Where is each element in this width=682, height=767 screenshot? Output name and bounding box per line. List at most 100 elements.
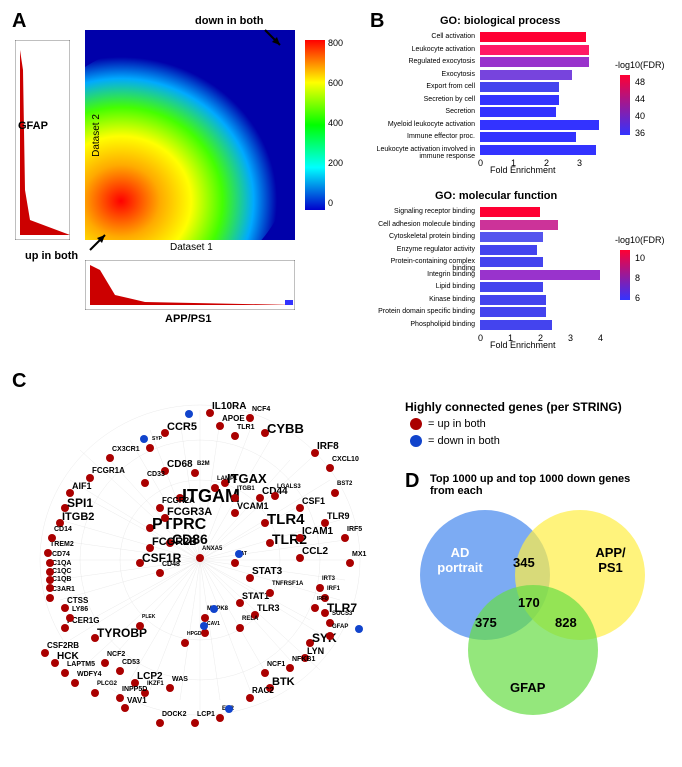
gene-label: NCF4	[252, 406, 270, 413]
mf-xtick: 4	[598, 333, 603, 343]
network-node-up	[44, 549, 52, 557]
gene-label: SPI1	[67, 496, 93, 510]
gene-label: GFAP	[332, 624, 348, 630]
network-node-up	[66, 614, 74, 622]
colorbar-tick: 400	[328, 118, 343, 128]
gene-label: CXCL10	[332, 456, 359, 463]
gene-label: RELA	[242, 616, 258, 622]
gene-label: CAV1	[207, 621, 220, 627]
bp-bar-label: Cell activation	[370, 33, 475, 40]
gene-label: DOCK2	[162, 711, 187, 718]
panel-d-label: D	[405, 470, 419, 493]
network-node-up	[271, 492, 279, 500]
bp-bar	[480, 145, 596, 155]
gene-label: IRF8	[317, 596, 328, 602]
network-node-up	[116, 667, 124, 675]
network-node-down	[355, 625, 363, 633]
mf-bar-label: Lipid binding	[370, 283, 475, 290]
mf-xtick: 3	[568, 333, 573, 343]
gene-label: CSF2RB	[47, 641, 79, 650]
down-legend: = down in both	[428, 435, 500, 447]
gene-label: VAV1	[127, 696, 147, 705]
gene-label: C1QA	[52, 560, 71, 567]
mf-bar	[480, 220, 558, 230]
bp-xlabel: Fold Enrichment	[490, 165, 556, 175]
mf-legend-tick: 10	[635, 253, 645, 263]
bp-legend-tick: 44	[635, 94, 645, 104]
mf-bar-label: Integrin binding	[370, 271, 475, 278]
bp-xtick: 0	[478, 158, 483, 168]
down-dot-icon	[410, 435, 422, 447]
network-node-up	[231, 432, 239, 440]
network-node-up	[121, 704, 129, 712]
network-node-up	[46, 568, 54, 576]
gene-label: BTK	[272, 676, 295, 688]
gene-label: ITGB2	[62, 511, 94, 523]
arrow-up	[85, 225, 115, 255]
network-node-up	[61, 669, 69, 677]
network-node-down	[225, 705, 233, 713]
network-node-up	[346, 559, 354, 567]
bp-legend-bar	[620, 75, 630, 135]
bp-bar	[480, 95, 559, 105]
gene-label: CD33	[147, 471, 165, 478]
gene-label: NCF2	[107, 651, 125, 658]
gene-label: WDFY4	[77, 671, 102, 678]
gene-label: IL10RA	[212, 401, 246, 412]
gene-label: AIF1	[72, 481, 92, 491]
gene-label: LAMP1	[217, 476, 237, 482]
down-both-annotation: down in both	[195, 15, 263, 27]
network-node-up	[231, 494, 239, 502]
network-node-up	[261, 669, 269, 677]
network-node-up	[41, 649, 49, 657]
mf-bar	[480, 270, 600, 280]
gene-label: NFKB1	[292, 656, 315, 663]
gene-label: STAT3	[252, 566, 282, 577]
gene-label: FCGR2B	[152, 536, 197, 548]
gfap-histogram	[15, 40, 70, 240]
bp-bar	[480, 32, 586, 42]
network-node-up	[191, 469, 199, 477]
bp-title: GO: biological process	[440, 15, 560, 27]
network-node-up	[266, 589, 274, 597]
bp-xtick: 3	[577, 158, 582, 168]
gene-label: BST2	[337, 481, 352, 487]
network-node-up	[156, 504, 164, 512]
mf-bar-label: Phospholipid binding	[370, 321, 475, 328]
network-node-down	[185, 410, 193, 418]
gene-label: CCL2	[302, 546, 328, 557]
bp-legend-tick: 40	[635, 111, 645, 121]
network-node-up	[181, 639, 189, 647]
network-node-up	[136, 622, 144, 630]
gene-label: C3AR1	[52, 586, 75, 593]
bp-legend-tick: 36	[635, 128, 645, 138]
network-node-up	[156, 719, 164, 727]
up-both-annotation: up in both	[25, 250, 78, 262]
network-node-up	[196, 554, 204, 562]
gene-label: LGALS3	[277, 484, 301, 490]
bp-bar	[480, 57, 589, 67]
network-node-up	[46, 584, 54, 592]
gene-label: VCAM1	[237, 501, 269, 511]
network-node-up	[86, 474, 94, 482]
figure-container: A GFAP Dataset 2 Dataset 1 down in both …	[10, 10, 672, 757]
mf-xlabel: Fold Enrichment	[490, 340, 556, 350]
bp-bar-label: Myeloid leukocyte activation	[370, 121, 475, 128]
network-node-up	[246, 694, 254, 702]
mf-bar	[480, 282, 543, 292]
gene-label: LCP1	[197, 711, 215, 718]
network-node-up	[91, 689, 99, 697]
gene-label: ICAM1	[302, 526, 333, 537]
mf-bar-label: Kinase binding	[370, 296, 475, 303]
gene-label: PLEK	[142, 614, 155, 620]
mf-bar	[480, 257, 543, 267]
mf-bar	[480, 307, 546, 317]
mf-title: GO: molecular function	[435, 190, 557, 202]
app-ps1-histogram	[85, 260, 295, 310]
network-node-up	[341, 534, 349, 542]
gene-label: ITGB1	[237, 486, 255, 492]
gene-label: FCGR2A	[162, 496, 195, 505]
network-node-up	[146, 444, 154, 452]
network-node-up	[141, 479, 149, 487]
network-node-up	[216, 422, 224, 430]
